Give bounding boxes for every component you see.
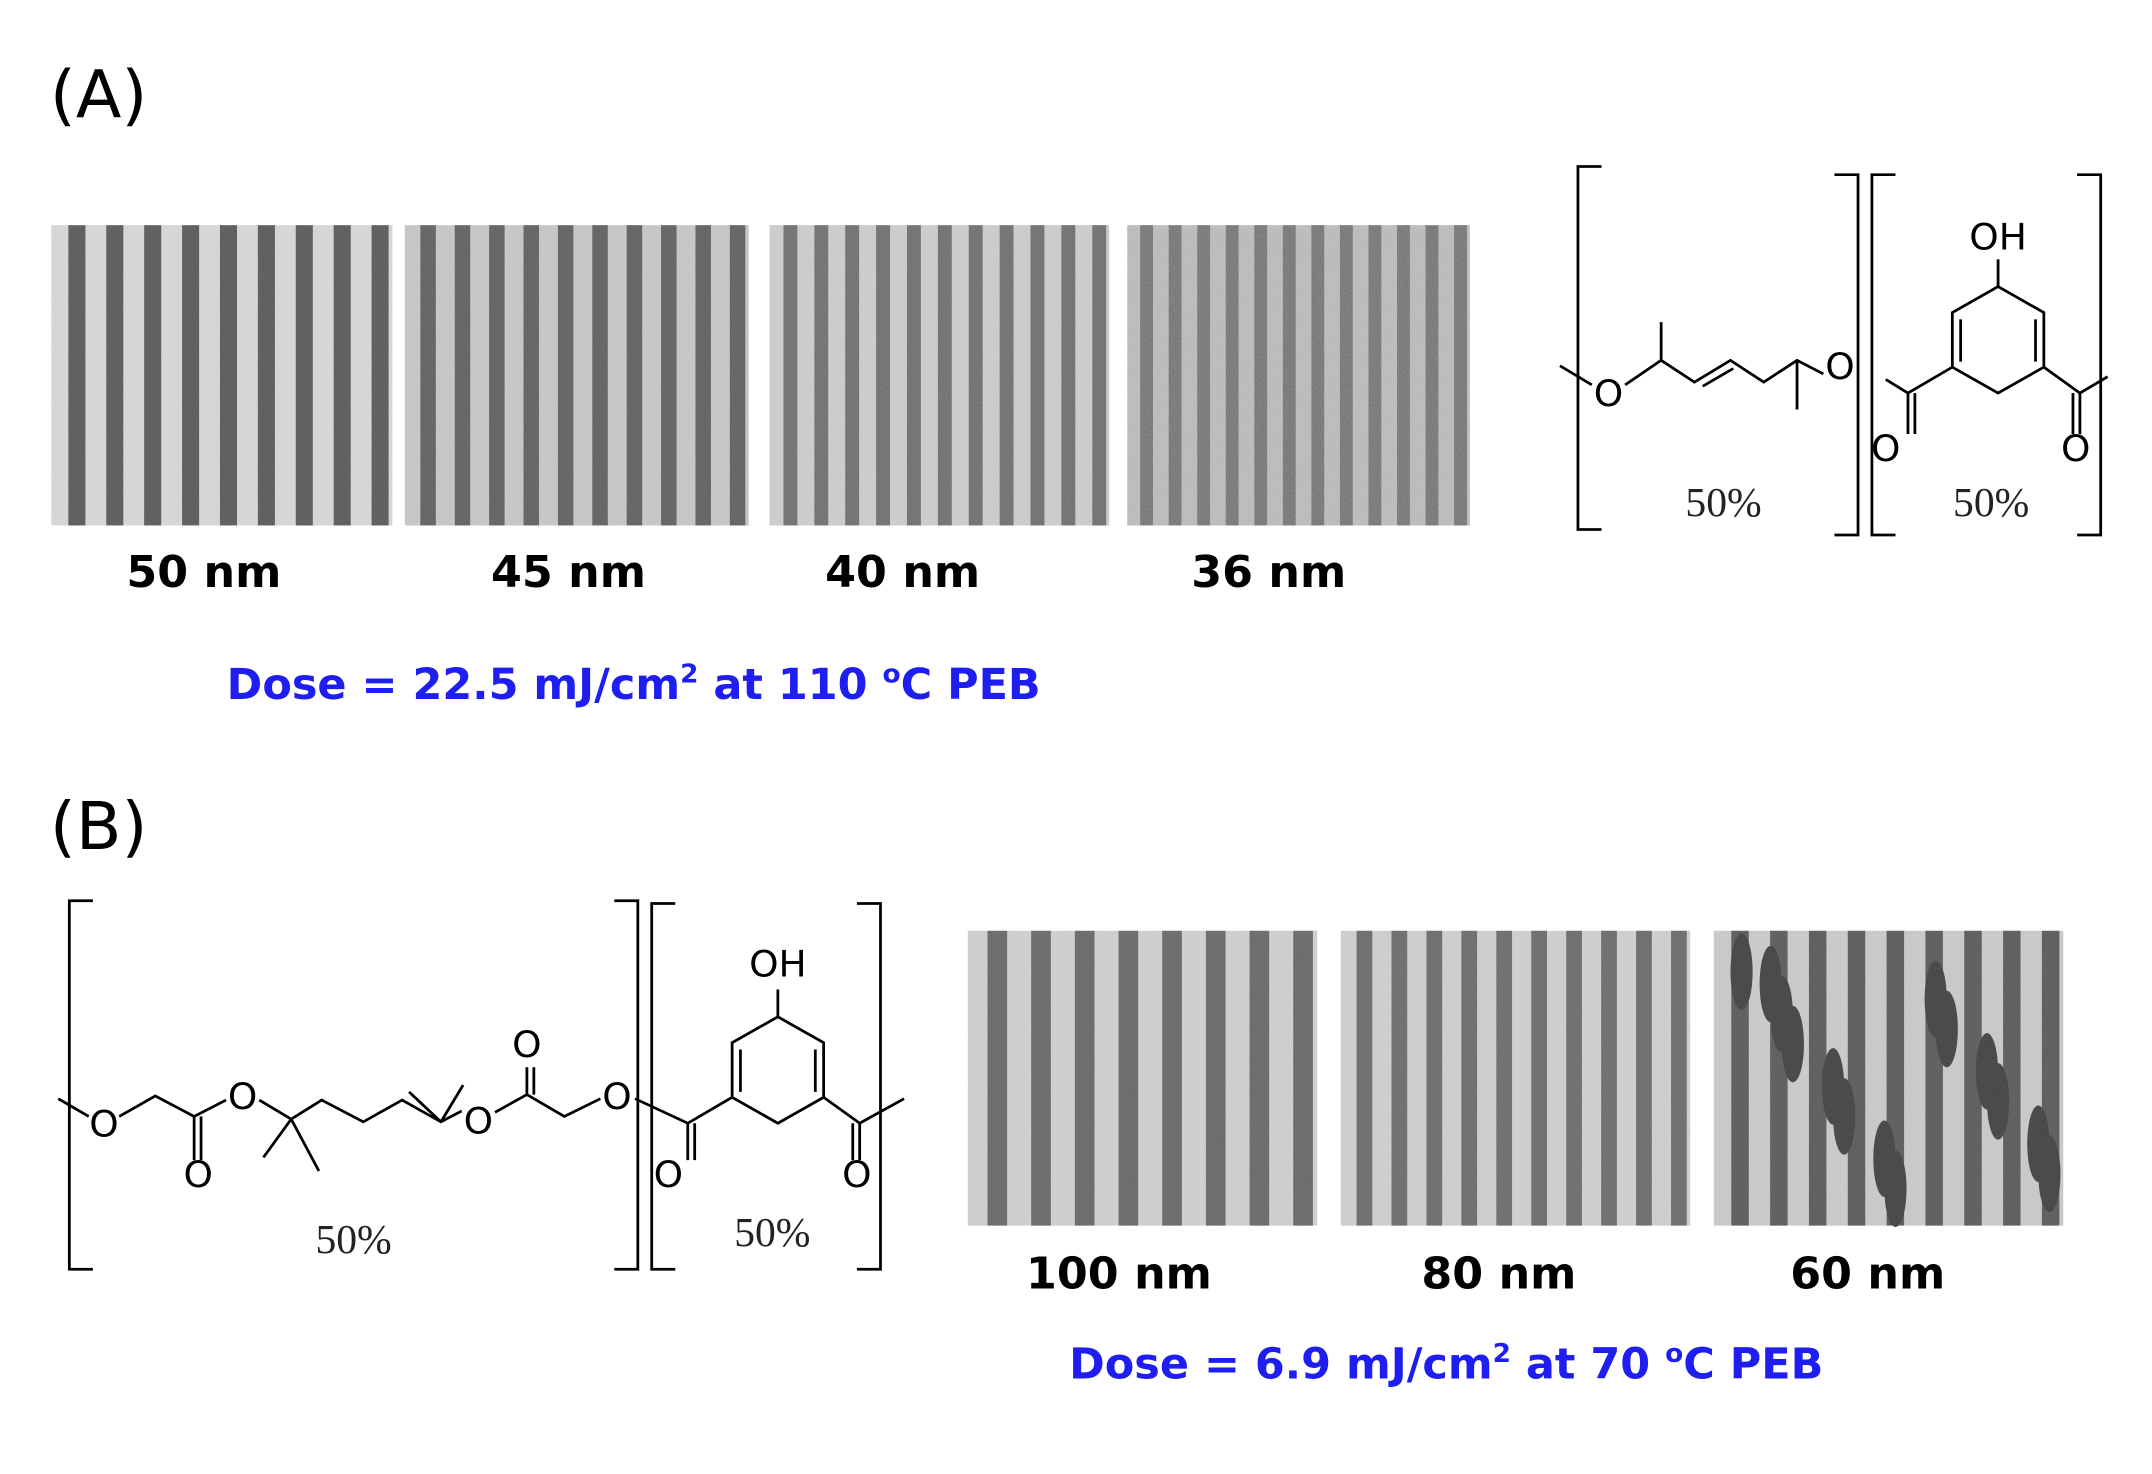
caption: 60 nm [1790,1249,1945,1300]
structure-a: O O OH O O 50% 50% [1559,165,2109,537]
atom: O [184,1153,213,1196]
atom: O [842,1153,871,1196]
atom: O [464,1100,493,1143]
structure-b: O O O O O O OH O O 50% 50% [57,899,905,1271]
caption: 100 nm [1026,1249,1212,1300]
percent: 50% [1953,479,2029,525]
micrograph-noise [1713,930,2064,1226]
caption: 50 nm [126,547,281,598]
micrograph-noise [1127,225,1470,526]
atom: O [512,1023,541,1066]
atom: O [1871,427,1900,470]
percent: 50% [734,1209,810,1255]
panel-label: (B) [50,788,148,864]
atom: O [1825,345,1854,388]
percent: 50% [1685,479,1761,525]
atom: O [602,1075,631,1118]
caption: 36 nm [1191,547,1346,598]
caption: 45 nm [491,547,646,598]
caption: 80 nm [1421,1249,1576,1300]
micrograph-noise [967,930,1318,1226]
dose-text: Dose = 22.5 mJ/cm2 at 110 oC PEB [227,660,1041,710]
dose-text: Dose = 6.9 mJ/cm2 at 70 oC PEB [1069,1339,1823,1389]
micrograph-noise [769,225,1110,526]
atom: OH [749,943,807,986]
micrograph-noise [1340,930,1691,1226]
atom: O [2061,427,2090,470]
micrograph-noise [404,225,749,526]
atom: O [228,1075,257,1118]
percent: 50% [315,1216,391,1262]
micrograph-noise [51,225,393,526]
caption: 40 nm [825,547,980,598]
atom: O [89,1103,118,1146]
atom: OH [1969,216,2027,259]
atom: O [1594,372,1623,415]
atom: O [654,1153,683,1196]
panel-label: (A) [50,57,147,133]
